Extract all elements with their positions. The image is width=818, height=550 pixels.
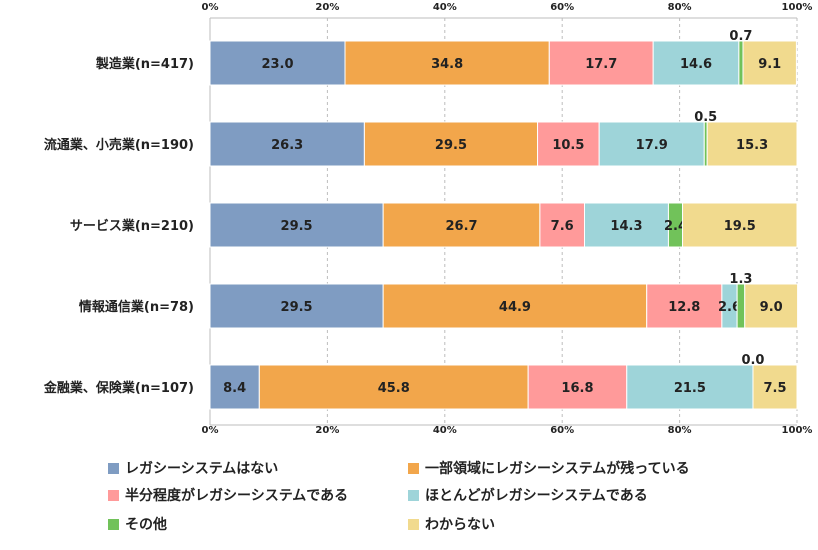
data-label: 44.9 xyxy=(499,300,531,315)
x-tick-label: 40% xyxy=(433,2,457,13)
data-label: 9.1 xyxy=(758,57,781,72)
data-label: 7.6 xyxy=(551,219,574,234)
category-label: 製造業(n=417) xyxy=(95,56,194,72)
data-label: 16.8 xyxy=(561,381,593,396)
data-label: 0.0 xyxy=(741,353,764,368)
data-label: 17.9 xyxy=(636,138,668,153)
data-label: 7.5 xyxy=(763,381,786,396)
bar-segment xyxy=(548,40,654,86)
data-label: 8.4 xyxy=(223,381,246,396)
data-label: 26.7 xyxy=(445,219,477,234)
data-label: 21.5 xyxy=(674,381,706,396)
x-tick-label: 60% xyxy=(550,2,574,13)
data-label: 23.0 xyxy=(261,57,293,72)
data-label: 29.5 xyxy=(435,138,467,153)
bar-segment xyxy=(682,202,798,248)
data-label: 29.5 xyxy=(281,300,313,315)
bar-segment xyxy=(382,283,648,329)
data-label: 2.4 xyxy=(664,219,687,234)
x-tick-label: 0% xyxy=(202,425,219,436)
bar-segment xyxy=(744,283,799,329)
bar-segment xyxy=(598,121,705,167)
bar-segment xyxy=(742,40,797,86)
category-label: 流通業、小売業(n=190) xyxy=(44,137,194,153)
x-tick-label: 20% xyxy=(315,2,339,13)
data-label: 26.3 xyxy=(271,138,303,153)
bar-segment xyxy=(736,283,746,329)
x-tick-label: 100% xyxy=(782,425,813,436)
bar-segment xyxy=(584,202,669,248)
data-label: 19.5 xyxy=(724,219,756,234)
bar-segment xyxy=(382,202,541,248)
data-label: 14.3 xyxy=(610,219,642,234)
category-label: 情報通信業(n=78) xyxy=(79,299,194,315)
bar-segment xyxy=(738,40,744,86)
bar-segment xyxy=(652,40,740,86)
x-tick-label: 40% xyxy=(433,425,457,436)
category-label: サービス業(n=210) xyxy=(70,218,194,234)
data-label: 17.7 xyxy=(585,57,617,72)
data-label: 15.3 xyxy=(736,138,768,153)
bar-segment xyxy=(363,121,539,167)
data-label: 10.5 xyxy=(552,138,584,153)
data-label: 9.0 xyxy=(760,300,783,315)
bar-segment xyxy=(209,202,384,248)
bar-segment xyxy=(706,121,798,167)
bar-segment xyxy=(209,364,260,410)
category-label: 金融業、保険業(n=107) xyxy=(43,380,194,396)
x-tick-label: 60% xyxy=(550,425,574,436)
data-label: 14.6 xyxy=(680,57,712,72)
bar-segment xyxy=(752,364,798,410)
x-tick-label: 100% xyxy=(782,2,813,13)
data-label: 2.6 xyxy=(718,300,741,315)
bar-segment xyxy=(646,283,723,329)
data-label: 34.8 xyxy=(431,57,463,72)
bar-segment xyxy=(209,121,365,167)
bar-segment xyxy=(527,364,628,410)
bar-segment xyxy=(258,364,529,410)
data-label: 29.5 xyxy=(281,219,313,234)
data-label: 0.7 xyxy=(729,29,752,44)
x-tick-label: 20% xyxy=(315,425,339,436)
bar-segment xyxy=(537,121,600,167)
bar-segment xyxy=(209,283,384,329)
x-tick-label: 80% xyxy=(668,2,692,13)
data-label: 1.3 xyxy=(729,272,752,287)
bar-segment xyxy=(539,202,586,248)
data-label: 12.8 xyxy=(668,300,700,315)
data-label: 45.8 xyxy=(378,381,410,396)
data-label: 0.5 xyxy=(694,110,717,125)
x-tick-label: 80% xyxy=(668,425,692,436)
x-tick-label: 0% xyxy=(202,2,219,13)
bar-segment xyxy=(209,40,346,86)
